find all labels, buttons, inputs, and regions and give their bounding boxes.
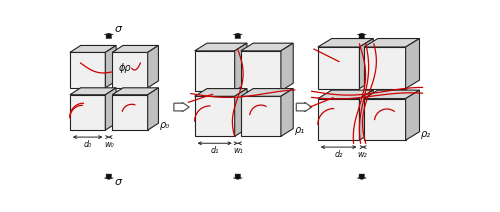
Polygon shape <box>357 174 366 179</box>
Text: d₀: d₀ <box>84 140 92 149</box>
Text: w₀: w₀ <box>104 140 114 149</box>
Polygon shape <box>70 88 116 95</box>
Polygon shape <box>70 45 116 52</box>
Polygon shape <box>364 90 420 99</box>
Polygon shape <box>241 43 293 51</box>
Polygon shape <box>281 89 293 136</box>
Polygon shape <box>406 90 419 140</box>
Polygon shape <box>281 43 293 91</box>
Polygon shape <box>241 51 281 91</box>
Polygon shape <box>357 33 366 39</box>
Polygon shape <box>194 96 234 136</box>
Polygon shape <box>112 45 158 52</box>
Polygon shape <box>194 89 247 96</box>
Text: ρ₂: ρ₂ <box>421 129 431 139</box>
Text: w₁: w₁ <box>233 146 242 155</box>
Text: ϕρ: ϕρ <box>118 63 131 73</box>
Text: σ: σ <box>115 177 122 187</box>
Polygon shape <box>112 95 148 130</box>
Polygon shape <box>106 45 116 88</box>
Polygon shape <box>234 43 247 91</box>
Polygon shape <box>112 52 148 88</box>
Text: d₁: d₁ <box>210 146 219 155</box>
Polygon shape <box>194 43 247 51</box>
Polygon shape <box>364 47 406 89</box>
Polygon shape <box>318 47 360 89</box>
Polygon shape <box>106 88 116 130</box>
Text: w₂: w₂ <box>357 150 366 159</box>
Polygon shape <box>318 99 360 140</box>
Polygon shape <box>233 33 242 39</box>
Polygon shape <box>70 52 106 88</box>
Text: ρ₀: ρ₀ <box>160 120 170 130</box>
Polygon shape <box>148 45 158 88</box>
Polygon shape <box>241 96 281 136</box>
Text: σ: σ <box>115 24 122 33</box>
Polygon shape <box>174 102 190 112</box>
Polygon shape <box>318 39 374 47</box>
Polygon shape <box>194 51 234 91</box>
Polygon shape <box>364 39 420 47</box>
Polygon shape <box>112 88 158 95</box>
Text: ρ₁: ρ₁ <box>295 125 305 135</box>
Polygon shape <box>296 102 312 112</box>
Polygon shape <box>406 39 419 89</box>
Polygon shape <box>104 33 114 39</box>
Polygon shape <box>360 90 374 140</box>
Polygon shape <box>234 89 247 136</box>
Text: d₂: d₂ <box>334 150 343 159</box>
Polygon shape <box>360 39 374 89</box>
Polygon shape <box>70 95 106 130</box>
Polygon shape <box>148 88 158 130</box>
Polygon shape <box>318 90 374 99</box>
Polygon shape <box>233 174 242 179</box>
Polygon shape <box>104 174 114 179</box>
Polygon shape <box>364 99 406 140</box>
Polygon shape <box>241 89 293 96</box>
